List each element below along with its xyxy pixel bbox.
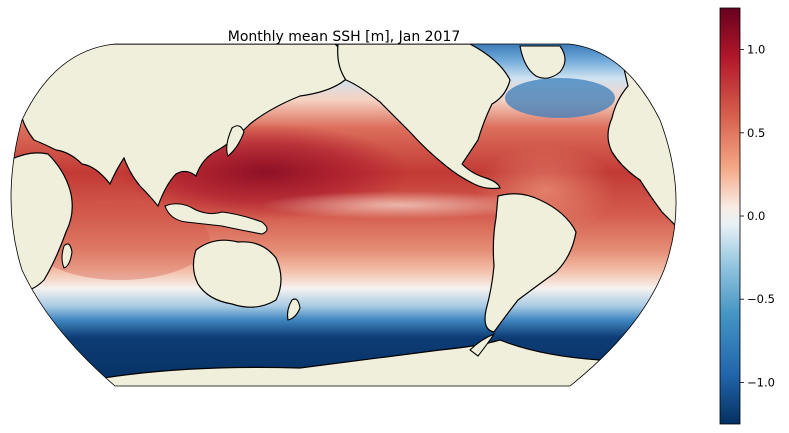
colorbar-ticks: 1.0 0.5 0.0 −0.5 −1.0 [740, 43, 775, 389]
ssh-map [11, 44, 677, 386]
land-south-america [484, 193, 577, 333]
colorbar-gradient [719, 7, 741, 425]
land-australia [192, 239, 282, 308]
map-title: Monthly mean SSH [m], Jan 2017 [228, 29, 461, 45]
land-eurasia [19, 44, 348, 208]
colorbar-tick-label: −1.0 [747, 375, 775, 389]
land-north-america [337, 44, 511, 190]
equatorial-pacific-band [260, 191, 540, 219]
land-japan [226, 125, 245, 157]
colorbar: 1.0 0.5 0.0 −0.5 −1.0 [719, 7, 775, 425]
colorbar-tick-label: 1.0 [747, 43, 765, 57]
land-madagascar [61, 243, 73, 269]
land-new-zealand [286, 298, 301, 321]
north-atlantic-low [505, 78, 615, 118]
indian-ocean-high [30, 200, 210, 280]
map-outline [10, 43, 677, 387]
colorbar-tick-label: 0.5 [747, 126, 765, 140]
colorbar-tick-label: −0.5 [747, 292, 775, 306]
land-antarctic-peninsula [469, 332, 496, 357]
colorbar-tick-label: 0.0 [747, 209, 765, 223]
land-maritime-continent [164, 203, 268, 235]
land-greenland [519, 45, 566, 79]
